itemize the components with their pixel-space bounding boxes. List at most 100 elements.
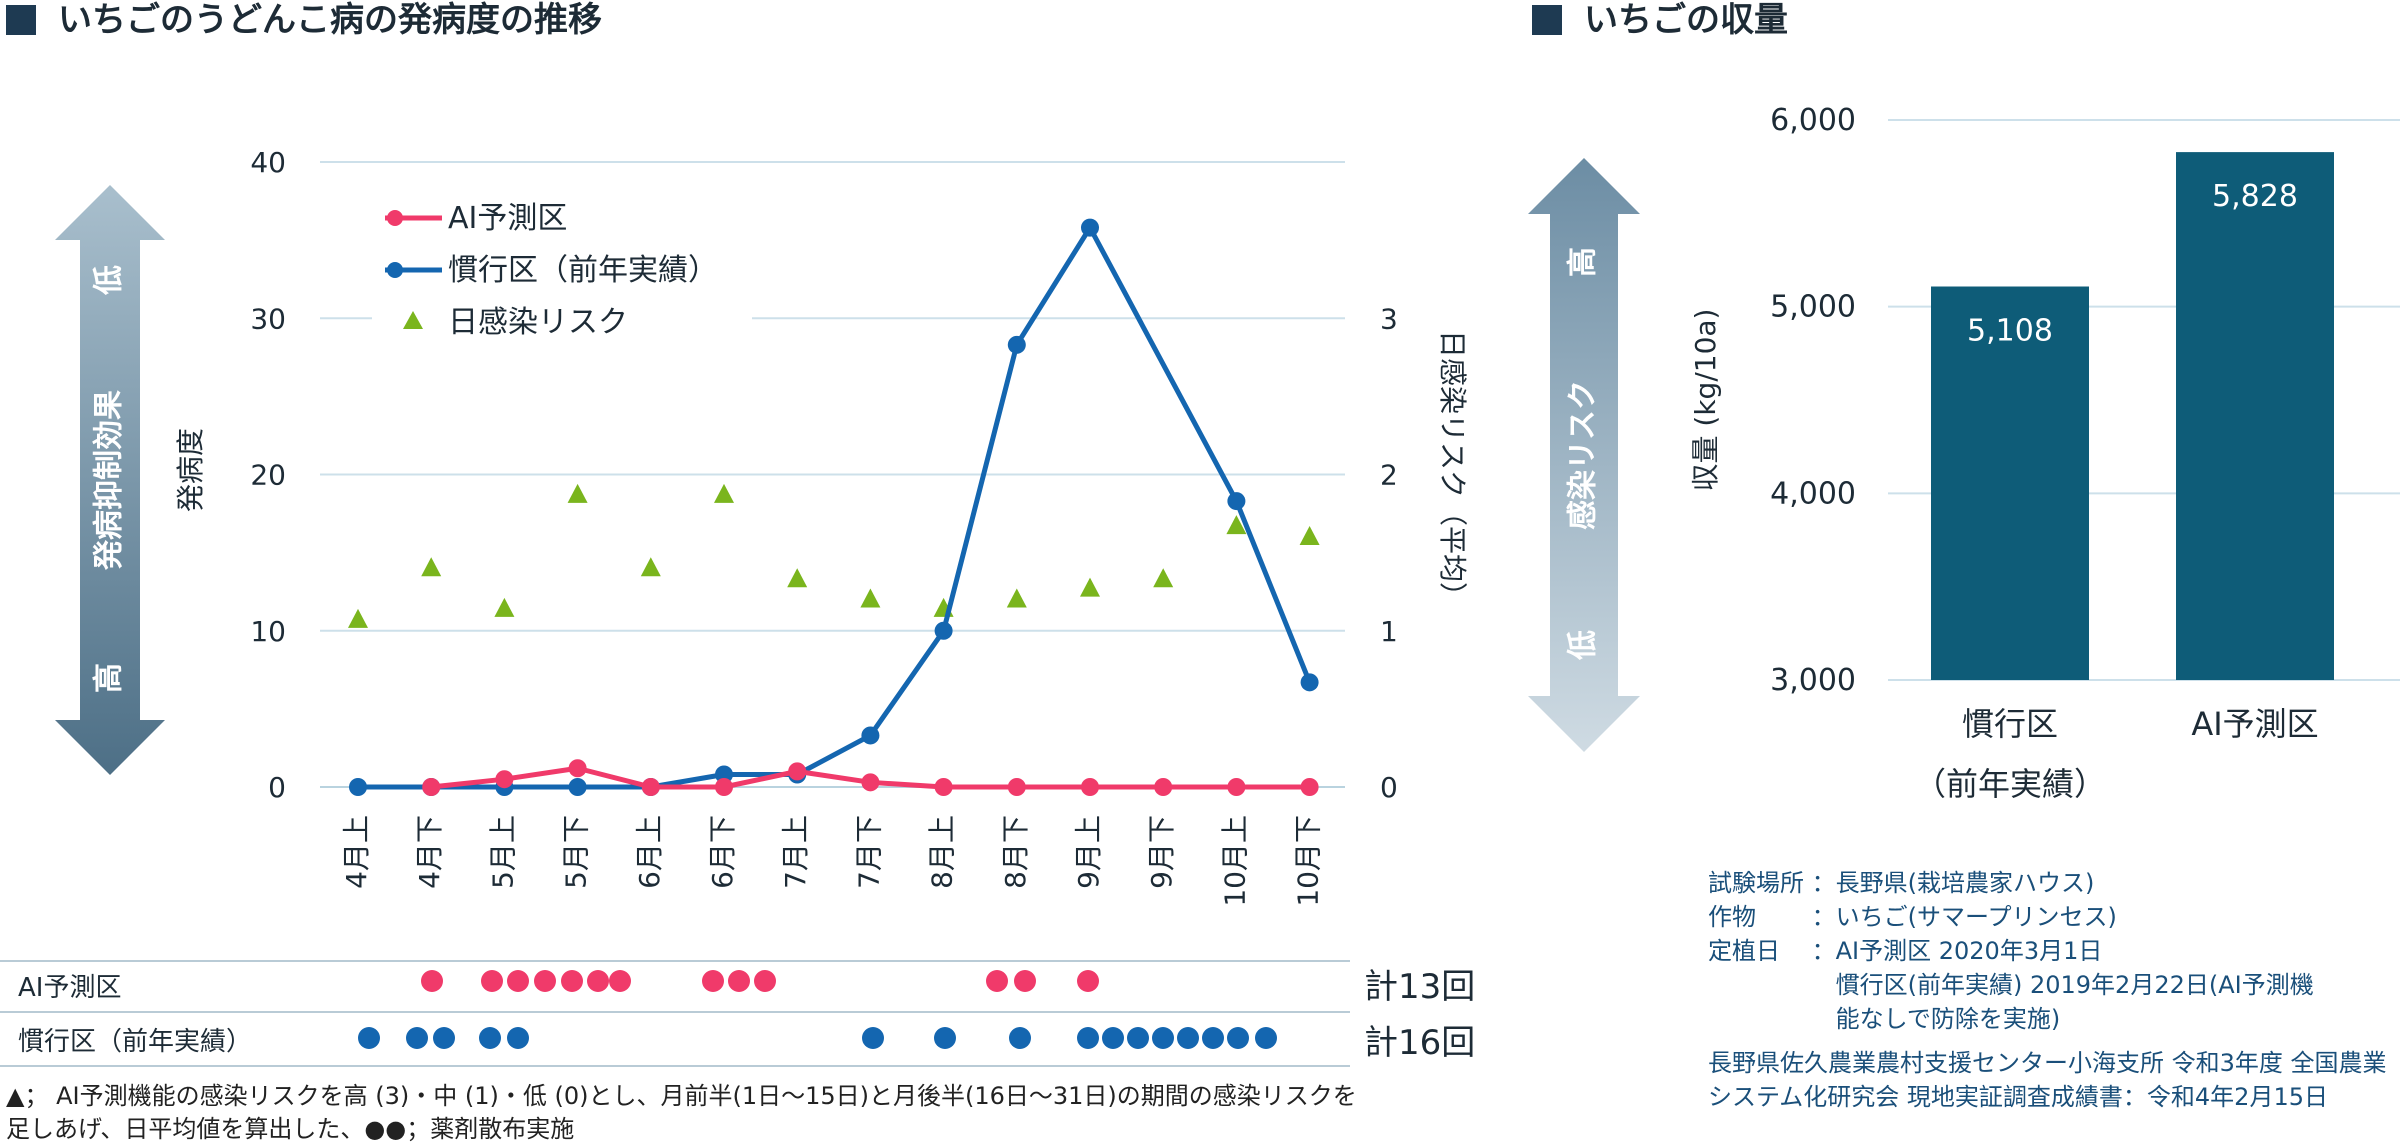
legend-swatch xyxy=(387,262,403,278)
arrow-mid-label: 発病抑制効果 xyxy=(92,390,127,571)
series-point xyxy=(568,778,587,796)
spray-row-label: AI予測区 xyxy=(18,973,121,1003)
y2-tick-label: 2 xyxy=(1380,459,1398,492)
spray-dot-ai xyxy=(1077,970,1099,992)
y2-tick-label: 1 xyxy=(1380,615,1398,648)
series-point xyxy=(641,778,660,796)
legend-label: AI予測区 xyxy=(448,201,567,236)
spray-dot-conv xyxy=(358,1027,380,1049)
info-line-location: 試験場所 ：長野県(栽培農家ハウス) xyxy=(1708,869,2095,897)
spray-dot-ai xyxy=(754,970,776,992)
x-tick-label: 8月下 xyxy=(999,815,1032,889)
y-axis-label: 収量 (kg/10a) xyxy=(1689,309,1722,492)
series-point xyxy=(1007,778,1026,796)
legend-swatch xyxy=(403,311,423,329)
x-tick-label: 6月上 xyxy=(633,815,666,889)
x-tick-label: 4月下 xyxy=(413,815,446,889)
series-point xyxy=(715,778,733,796)
spray-dot-conv xyxy=(433,1027,455,1049)
spray-dot-ai xyxy=(609,970,631,992)
x-tick-label: 5月下 xyxy=(560,815,593,889)
spray-dot-conv xyxy=(406,1027,428,1049)
series-point xyxy=(934,621,953,640)
y-axis-label: 発病度 xyxy=(174,428,207,512)
x-category-label: AI予測区 xyxy=(2191,705,2318,743)
spray-dot-conv xyxy=(862,1027,884,1049)
y2-tick-label: 3 xyxy=(1380,302,1398,335)
x-tick-label: 7月下 xyxy=(852,815,885,889)
spray-dot-conv xyxy=(934,1027,956,1049)
y-tick-label: 20 xyxy=(250,459,286,492)
risk-point xyxy=(787,568,808,588)
bar-value-label: 5,828 xyxy=(2212,179,2298,214)
right-title-text: いちごの収量 xyxy=(1584,0,1788,40)
series-point xyxy=(1081,218,1099,237)
arrow-low-label: 低 xyxy=(1566,630,1601,661)
risk-series xyxy=(348,483,1320,628)
x-tick-label: 7月上 xyxy=(779,815,812,889)
x-tick-label: 4月上 xyxy=(340,815,373,889)
arrow-high-label: 高 xyxy=(1566,247,1601,277)
x-tick-label: 6月下 xyxy=(706,815,739,889)
x-tick-label: 10月下 xyxy=(1292,815,1325,907)
series-point xyxy=(1300,673,1319,692)
title-square-icon xyxy=(1532,5,1562,35)
arrow-mid-label: 感染リスク xyxy=(1566,380,1601,530)
risk-point xyxy=(1006,588,1027,608)
footnote: ▲； AI予測機能の感染リスクを高 (3)・中 (1)・低 (0)とし、月前半(… xyxy=(6,1082,1357,1143)
series-point xyxy=(1227,492,1246,511)
spray-dot-conv xyxy=(479,1027,501,1049)
spray-dot-ai xyxy=(1014,970,1036,992)
y-tick-label: 0 xyxy=(268,771,286,804)
series-point xyxy=(568,759,587,778)
spray-dot-conv xyxy=(1202,1027,1224,1049)
spray-dot-conv xyxy=(1077,1027,1099,1049)
y-tick-label: 3,000 xyxy=(1770,663,1856,698)
right-chart-title: いちごの収量 xyxy=(1532,0,1788,40)
bars: 5,108 5,828 xyxy=(1931,152,2334,680)
x-category-sublabel: （前年実績） xyxy=(1914,765,2106,803)
series-point xyxy=(861,726,880,745)
legend-label: 慣行区（前年実績） xyxy=(448,253,718,288)
risk-point xyxy=(421,557,442,577)
spray-dot-conv xyxy=(1255,1027,1277,1049)
risk-point xyxy=(860,588,881,608)
arrow-low-label: 低 xyxy=(92,265,127,296)
series-point xyxy=(1081,778,1099,796)
series-point xyxy=(422,778,441,796)
x-tick-label: 5月上 xyxy=(486,815,519,889)
info-line-planting-conv-2: 能なしで防除を実施) xyxy=(1708,1005,2061,1033)
disease-severity-chart: 低 発病抑制効果 高 0 10 20 30 40 0 1 2 3 発病度 日感染リスク（平均） 4月上… xyxy=(0,146,1475,1067)
spray-dot-ai xyxy=(587,970,609,992)
axes: 0 10 20 30 40 0 1 2 3 発病度 日感染リスク（平均） 4月上 4月下 5月上 5月下 6月… xyxy=(174,146,1469,907)
spray-total: 計13回 xyxy=(1364,967,1475,1007)
ai-series xyxy=(422,759,1319,796)
series-point xyxy=(1007,335,1026,354)
experiment-info: 試験場所 ：長野県(栽培農家ハウス) 作物 ：いちご(サマープリンセス) 定植日… xyxy=(1708,866,2398,1036)
x-tick-label: 8月上 xyxy=(926,815,959,889)
series-point xyxy=(861,773,880,792)
spray-dot-ai xyxy=(534,970,556,992)
risk-point xyxy=(714,483,734,503)
bar-value-label: 5,108 xyxy=(1967,314,2053,349)
risk-point xyxy=(348,608,368,628)
suppression-effect-arrow: 低 発病抑制効果 高 xyxy=(55,185,165,775)
axes: 3,000 4,000 5,000 6,000 収量 (kg/10a) 慣行区 （前年実績）… xyxy=(1689,103,2319,803)
y-tick-label: 40 xyxy=(250,146,286,179)
x-category-label: 慣行区 xyxy=(1962,705,2058,743)
series-point xyxy=(495,770,514,789)
x-tick-label: 9月下 xyxy=(1145,815,1178,889)
spray-dot-ai xyxy=(986,970,1008,992)
series-point xyxy=(788,762,807,781)
spray-dot-ai xyxy=(728,970,750,992)
info-line-planting-ai: 定植日 ：AI予測区 2020年3月1日 xyxy=(1708,937,2103,965)
title-square-icon xyxy=(6,5,36,35)
series-point xyxy=(715,765,733,784)
risk-point xyxy=(567,483,588,503)
y-tick-label: 4,000 xyxy=(1770,476,1856,511)
info-line-planting-conv: 慣行区(前年実績) 2019年2月22日(AI予測機 xyxy=(1708,971,2314,999)
y2-axis-label: 日感染リスク（平均） xyxy=(1436,330,1469,610)
spray-dot-conv xyxy=(1009,1027,1031,1049)
risk-point xyxy=(1299,526,1320,545)
